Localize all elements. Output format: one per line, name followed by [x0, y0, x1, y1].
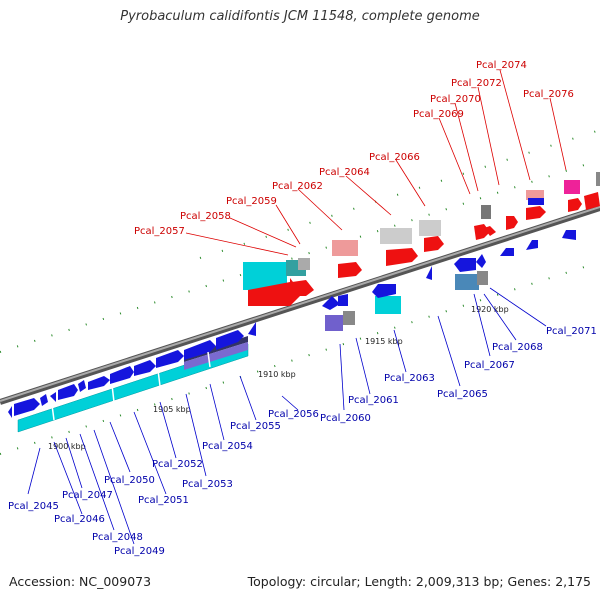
gene-label-pcal-2059[interactable]: Pcal_2059 [226, 196, 277, 207]
gene-label-pcal-2048[interactable]: Pcal_2048 [92, 532, 143, 543]
outer-dotted-track [0, 129, 600, 455]
gene-label-pcal-2070[interactable]: Pcal_2070 [430, 94, 481, 105]
gene-label-pcal-2046[interactable]: Pcal_2046 [54, 514, 105, 525]
gene-label-pcal-2068[interactable]: Pcal_2068 [492, 342, 543, 353]
gene-label-pcal-2072[interactable]: Pcal_2072 [451, 78, 502, 89]
scale-label-1920: 1920 kbp [471, 305, 509, 314]
gene-label-pcal-2049[interactable]: Pcal_2049 [114, 546, 165, 557]
gene-label-pcal-2074[interactable]: Pcal_2074 [476, 60, 527, 71]
gene-label-pcal-2062[interactable]: Pcal_2062 [272, 181, 323, 192]
gene-label-pcal-2071[interactable]: Pcal_2071 [546, 326, 597, 337]
gene-label-pcal-2064[interactable]: Pcal_2064 [319, 167, 370, 178]
gene-label-pcal-2053[interactable]: Pcal_2053 [182, 479, 233, 490]
gene-label-pcal-2061[interactable]: Pcal_2061 [348, 395, 399, 406]
gene-label-pcal-2054[interactable]: Pcal_2054 [202, 441, 253, 452]
gene-label-pcal-2076[interactable]: Pcal_2076 [523, 89, 574, 100]
gene-label-pcal-2065[interactable]: Pcal_2065 [437, 389, 488, 400]
gene-label-pcal-2045[interactable]: Pcal_2045 [8, 501, 59, 512]
gene-label-pcal-2063[interactable]: Pcal_2063 [384, 373, 435, 384]
scale-label-1900: 1900 kbp [48, 442, 86, 451]
gene-label-pcal-2066[interactable]: Pcal_2066 [369, 152, 420, 163]
gene-label-pcal-2058[interactable]: Pcal_2058 [180, 211, 231, 222]
gene-label-pcal-2060[interactable]: Pcal_2060 [320, 413, 371, 424]
reverse-gene-labels: Pcal_2045 Pcal_2046 Pcal_2047 Pcal_2048 … [8, 326, 597, 557]
gene-label-pcal-2057[interactable]: Pcal_2057 [134, 226, 185, 237]
topology-text: Topology: circular; Length: 2,009,313 bp… [247, 574, 591, 589]
gene-label-pcal-2056[interactable]: Pcal_2056 [268, 409, 319, 420]
gene-label-pcal-2047[interactable]: Pcal_2047 [62, 490, 113, 501]
forward-gene-labels: Pcal_2057 Pcal_2058 Pcal_2059 Pcal_2062 … [134, 60, 574, 237]
forward-gene-arrows [248, 192, 600, 306]
gene-label-pcal-2055[interactable]: Pcal_2055 [230, 421, 281, 432]
reverse-gene-arrows [8, 198, 576, 418]
scale-label-1915: 1915 kbp [365, 337, 403, 346]
gene-label-pcal-2067[interactable]: Pcal_2067 [464, 360, 515, 371]
gene-label-pcal-2050[interactable]: Pcal_2050 [104, 475, 155, 486]
gene-label-pcal-2051[interactable]: Pcal_2051 [138, 495, 189, 506]
gene-label-pcal-2069[interactable]: Pcal_2069 [413, 109, 464, 120]
map-title: Pyrobaculum calidifontis JCM 11548, comp… [120, 9, 480, 24]
gene-label-pcal-2052[interactable]: Pcal_2052 [152, 459, 203, 470]
accession-text: Accession: NC_009073 [9, 574, 152, 589]
scale-label-1910: 1910 kbp [258, 370, 296, 379]
genome-backbone [0, 205, 600, 405]
scale-label-1905: 1905 kbp [153, 405, 191, 414]
